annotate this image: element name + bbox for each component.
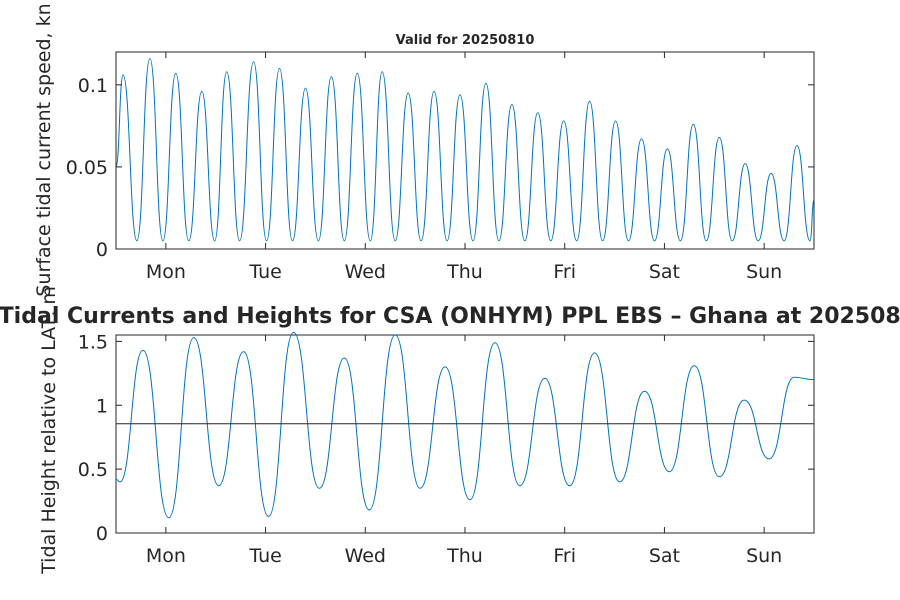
tidal-height-plot-area [115,334,815,534]
tidal-height-y-ticks: 0 0.5 1 1.5 [78,331,814,545]
current-speed-y-tick-label: 0.05 [66,157,108,179]
tidal-height-x-tick-label: Fri [553,545,576,567]
current-speed-title: Valid for 20250810 [396,33,535,48]
current-speed-y-tick-label: 0.1 [78,75,108,97]
tidal-height-y-tick-label: 1.5 [78,331,108,353]
tidal-height-x-tick-label: Tue [248,545,281,567]
current-speed-y-axis-label: Surface tidal current speed, kn [33,3,55,296]
tidal-height-x-ticks: Mon Tue Wed Thu Fri Sat Sun [146,335,782,567]
tidal-height-x-tick-label: Thu [446,545,483,567]
current-speed-x-ticks: Mon Tue Wed Thu Fri Sat Sun [146,52,782,283]
tidal-height-y-tick-label: 1 [96,395,108,417]
current-speed-y-tick-label: 0 [96,239,108,261]
figure-title: Tidal Currents and Heights for CSA (ONHY… [0,304,900,329]
tidal-height-series [115,331,815,519]
current-speed-x-tick-label: Tue [248,261,281,283]
tidal-height-x-tick-label: Sun [746,545,782,567]
tidal-height-y-axis-label: Tidal Height relative to LAT, m [38,286,60,575]
tidal-height-x-tick-label: Mon [146,545,186,567]
tidal-height-y-tick-label: 0.5 [78,459,108,481]
current-speed-x-tick-label: Fri [553,261,576,283]
current-speed-y-ticks: 0 0.05 0.1 [66,75,814,261]
current-speed-line [115,58,815,242]
tidal-height-line [115,331,815,519]
tidal-height-x-tick-label: Sat [649,545,680,567]
current-speed-x-tick-label: Mon [146,261,186,283]
current-speed-x-tick-label: Thu [446,261,483,283]
current-speed-x-tick-label: Sat [649,261,680,283]
tidal-height-y-tick-label: 0 [96,523,108,545]
current-speed-chart: 0 0.05 0.1 Mon Tue Wed Thu Fri Sat Sun Valid for… [33,3,815,297]
current-speed-x-tick-label: Sun [746,261,782,283]
current-speed-x-tick-label: Wed [345,261,386,283]
current-speed-series [115,58,815,242]
tidal-height-chart: 0 0.5 1 1.5 Mon Tue Wed Thu Fri Sat Sun Tidal Hei… [38,286,815,575]
tidal-height-x-tick-label: Wed [345,545,386,567]
